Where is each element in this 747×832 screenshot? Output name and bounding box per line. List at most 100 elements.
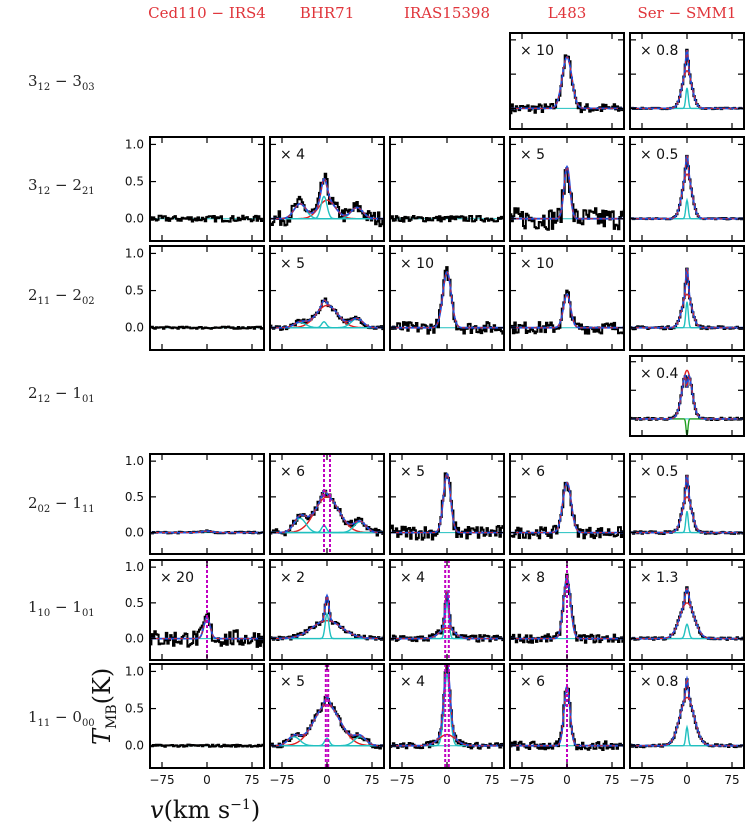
scale-factor-label: × 0.4	[640, 366, 679, 382]
model-fit	[630, 268, 744, 329]
model-fit	[630, 676, 744, 747]
y-tick-label: 0.0	[125, 739, 144, 753]
transition-label: 312 − 221	[28, 176, 95, 197]
observed-spectrum	[390, 266, 504, 335]
fit-component	[630, 197, 744, 220]
spectrum-panel: × 4	[269, 136, 385, 242]
y-tick-label: 0.5	[125, 284, 144, 298]
observed-spectrum	[150, 612, 264, 648]
x-tick-label: 75	[244, 773, 259, 787]
panel-frame	[389, 136, 505, 242]
spectrum-panel: × 1.3	[629, 559, 745, 661]
x-tick-label: 75	[484, 773, 499, 787]
model-fit	[630, 374, 744, 420]
spectrum-panel: × 8	[509, 559, 625, 661]
y-axis-label: TMB(K)	[88, 668, 120, 745]
scale-factor-label: × 0.5	[640, 464, 678, 480]
x-tick-label: 0	[323, 773, 331, 787]
spectrum-panel: × 10	[509, 32, 625, 130]
model-fit	[510, 577, 624, 640]
spectrum-panel: × 0.4	[629, 355, 745, 437]
panel-frame	[149, 663, 265, 769]
spectrum-panel: 0.0 0.5 1.0	[125, 663, 265, 769]
transition-label: 111 − 000	[28, 708, 95, 729]
scale-factor-label: × 1.3	[640, 570, 678, 586]
scale-factor-label: × 10	[400, 256, 434, 272]
x-tick-label: 75	[604, 773, 619, 787]
observed-spectrum	[150, 325, 264, 330]
x-axis-label: v(km s−1)	[150, 796, 260, 824]
source-title: IRAS15398	[404, 4, 490, 22]
source-titles: Ced110 − IRS4 BHR71 IRAS15398 L483 Ser − SMM…	[148, 4, 736, 22]
source-title: Ced110 − IRS4	[148, 4, 266, 22]
y-tick-label: 0.5	[125, 702, 144, 716]
total-fit	[270, 696, 384, 747]
source-title: BHR71	[300, 4, 355, 22]
scale-factor-label: × 5	[520, 147, 545, 163]
scale-factor-label: × 2	[280, 570, 305, 586]
observed-spectrum	[630, 586, 744, 641]
total-fit	[390, 472, 504, 534]
x-tick-label: −75	[629, 773, 654, 787]
model-fit	[510, 481, 624, 534]
scale-factor-label: × 4	[400, 570, 425, 586]
scale-factor-label: × 0.8	[640, 43, 678, 59]
model-fit	[270, 594, 384, 640]
x-tick-label: −75	[269, 773, 294, 787]
model-fit	[270, 178, 384, 220]
observed-spectrum	[510, 481, 624, 540]
observed-spectrum	[510, 289, 624, 335]
x-tick-label: −75	[509, 773, 534, 787]
fit-component	[630, 696, 744, 747]
fit-component	[630, 496, 744, 534]
spectrum-panel: × 0.8	[629, 663, 745, 769]
y-tick-label: 0.5	[125, 490, 144, 504]
x-tick-label: 75	[364, 773, 379, 787]
observed-spectrum	[390, 472, 504, 541]
source-title: Ser − SMM1	[638, 4, 737, 22]
model-fit	[390, 271, 504, 329]
spectrum-panel: 0.0 0.5 1.0	[125, 453, 265, 555]
observed-spectrum	[150, 743, 264, 748]
spectrum-panel: × 0.5	[629, 453, 745, 555]
y-tick-label: 1.0	[125, 664, 144, 678]
spectrum-panel: × 6	[269, 453, 385, 555]
spectrum-panel: × 4	[389, 663, 505, 769]
fit-component	[630, 724, 744, 747]
model-fit	[390, 473, 504, 534]
x-tick-label: 75	[724, 773, 739, 787]
y-tick-label: 0.5	[125, 596, 144, 610]
scale-factor-label: × 5	[280, 256, 305, 272]
y-tick-label: 1.0	[125, 137, 144, 151]
observed-spectrum	[150, 214, 264, 223]
model-fit	[630, 475, 744, 534]
transition-labels: 312 − 303 312 − 221 211 − 202 212 − 101 202 …	[28, 72, 95, 729]
spectrum-panel: 0.0 0.5 1.0	[125, 136, 265, 242]
spectrum-panel: × 2	[269, 559, 385, 661]
fit-component	[630, 510, 744, 534]
model-fit	[270, 490, 384, 534]
model-fit	[150, 530, 264, 534]
scale-factor-label: × 0.8	[640, 674, 678, 690]
model-fit	[390, 590, 504, 640]
spectrum-panel: × 20 0.0 0.5 1.0	[125, 559, 265, 661]
transition-label: 312 − 303	[28, 72, 95, 93]
observed-spectrum	[510, 54, 624, 115]
model-fit	[630, 49, 744, 109]
model-fit	[510, 56, 624, 109]
model-fit	[150, 616, 264, 640]
panel-frame	[149, 136, 265, 242]
model-fit	[630, 155, 744, 220]
observed-spectrum	[510, 167, 624, 231]
x-tick-label: 0	[563, 773, 571, 787]
scale-factor-label: × 10	[520, 43, 554, 59]
x-tick-label: −75	[149, 773, 174, 787]
fit-component	[390, 600, 504, 640]
scale-factor-label: × 6	[520, 464, 545, 480]
spectrum-panel: × 6	[509, 663, 625, 769]
y-tick-label: 0.0	[125, 212, 144, 226]
spectrum-panel: × 4	[389, 559, 505, 661]
y-tick-label: 0.0	[125, 321, 144, 335]
y-tick-label: 0.0	[125, 526, 144, 540]
model-fit	[510, 165, 624, 220]
